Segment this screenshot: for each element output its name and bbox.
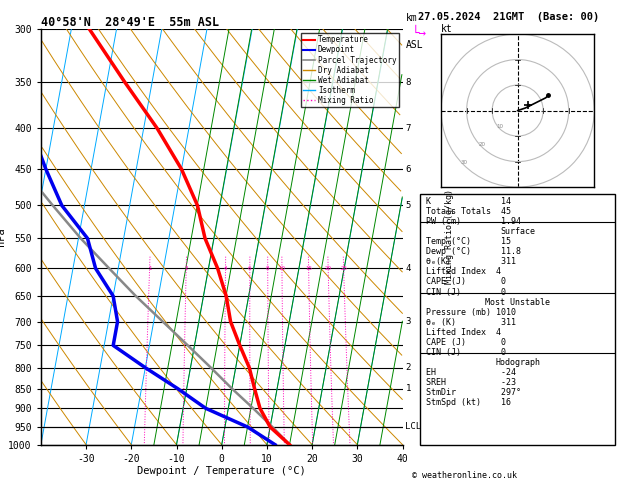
Text: 8: 8 bbox=[266, 266, 269, 271]
Text: 3: 3 bbox=[406, 317, 411, 326]
Text: 20: 20 bbox=[325, 266, 331, 271]
Text: Temp (°C)      15: Temp (°C) 15 bbox=[426, 238, 511, 246]
Text: θₑ(K)          311: θₑ(K) 311 bbox=[426, 258, 516, 266]
Text: 40°58'N  28°49'E  55m ASL: 40°58'N 28°49'E 55m ASL bbox=[41, 16, 219, 29]
Legend: Temperature, Dewpoint, Parcel Trajectory, Dry Adiabat, Wet Adiabat, Isotherm, Mi: Temperature, Dewpoint, Parcel Trajectory… bbox=[301, 33, 399, 107]
Text: Pressure (mb) 1010: Pressure (mb) 1010 bbox=[426, 308, 516, 316]
Text: 7: 7 bbox=[406, 124, 411, 133]
Text: └→: └→ bbox=[412, 27, 427, 40]
Text: Lifted Index  4: Lifted Index 4 bbox=[426, 267, 501, 277]
Text: 30: 30 bbox=[460, 160, 467, 165]
Text: θₑ (K)         311: θₑ (K) 311 bbox=[426, 317, 516, 327]
Text: 1: 1 bbox=[148, 266, 152, 271]
Text: CAPE (J)       0: CAPE (J) 0 bbox=[426, 278, 506, 286]
Text: 27.05.2024  21GMT  (Base: 00): 27.05.2024 21GMT (Base: 00) bbox=[418, 12, 599, 22]
Text: 10: 10 bbox=[279, 266, 286, 271]
Text: StmSpd (kt)    16: StmSpd (kt) 16 bbox=[426, 398, 511, 407]
Text: 4: 4 bbox=[224, 266, 227, 271]
Text: CIN (J)        0: CIN (J) 0 bbox=[426, 347, 506, 357]
Text: EH             -24: EH -24 bbox=[426, 367, 516, 377]
Text: SREH           -23: SREH -23 bbox=[426, 378, 516, 386]
Text: 1: 1 bbox=[406, 384, 411, 393]
Text: 25: 25 bbox=[340, 266, 347, 271]
Text: CIN (J)        0: CIN (J) 0 bbox=[426, 288, 506, 296]
Text: Surface: Surface bbox=[500, 227, 535, 236]
Text: 15: 15 bbox=[305, 266, 312, 271]
Text: 6: 6 bbox=[406, 165, 411, 174]
Text: LCL: LCL bbox=[406, 422, 421, 432]
Text: km: km bbox=[406, 13, 417, 23]
Text: 2: 2 bbox=[184, 266, 188, 271]
Text: 6: 6 bbox=[248, 266, 252, 271]
Text: K              14: K 14 bbox=[426, 197, 511, 207]
Text: © weatheronline.co.uk: © weatheronline.co.uk bbox=[412, 471, 517, 480]
Text: 8: 8 bbox=[406, 78, 411, 87]
Text: 20: 20 bbox=[479, 142, 486, 147]
Y-axis label: hPa: hPa bbox=[0, 227, 6, 246]
Text: Lifted Index  4: Lifted Index 4 bbox=[426, 328, 501, 336]
Text: PW (cm)        1.94: PW (cm) 1.94 bbox=[426, 217, 521, 226]
Text: Mixing Ratio (g/kg): Mixing Ratio (g/kg) bbox=[445, 190, 454, 284]
Text: 2: 2 bbox=[406, 363, 411, 372]
Text: Most Unstable: Most Unstable bbox=[485, 297, 550, 307]
Text: CAPE (J)       0: CAPE (J) 0 bbox=[426, 338, 506, 347]
Text: kt: kt bbox=[441, 24, 453, 34]
Text: Hodograph: Hodograph bbox=[495, 358, 540, 366]
Text: ASL: ASL bbox=[406, 39, 423, 50]
Text: 4: 4 bbox=[406, 264, 411, 273]
Text: StmDir         297°: StmDir 297° bbox=[426, 388, 521, 397]
Text: 5: 5 bbox=[406, 201, 411, 210]
Text: 10: 10 bbox=[496, 124, 503, 129]
X-axis label: Dewpoint / Temperature (°C): Dewpoint / Temperature (°C) bbox=[137, 467, 306, 476]
Text: Dewp (°C)      11.8: Dewp (°C) 11.8 bbox=[426, 247, 521, 257]
Text: Totals Totals  45: Totals Totals 45 bbox=[426, 208, 511, 216]
